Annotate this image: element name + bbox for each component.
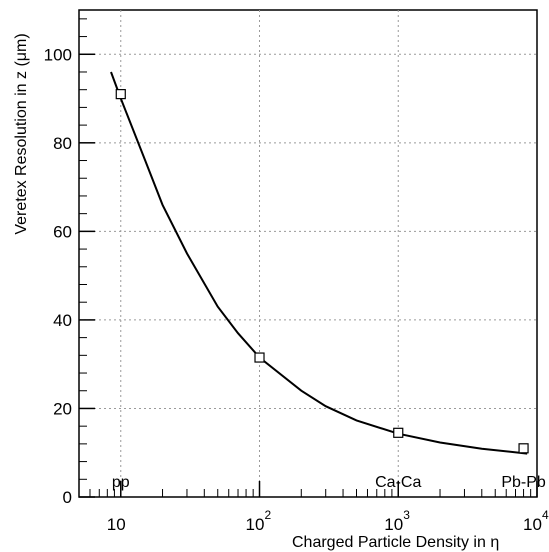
x-tick-labels: 10 10 2 10 3 10 4 (107, 508, 549, 534)
x-tick-base: 10 (384, 515, 403, 534)
y-tick-label: 0 (63, 488, 72, 507)
y-tick-label: 100 (44, 45, 72, 64)
collision-label: Pb-Pb (501, 474, 546, 491)
x-tick-label: 10 3 (384, 508, 410, 534)
y-tick-label: 40 (53, 311, 72, 330)
data-point (115, 89, 126, 100)
plot-frame (78, 9, 538, 498)
x-tick-label: 10 2 (246, 508, 272, 534)
x-axis-title: Charged Particle Density in η (292, 534, 499, 551)
x-tick-base: 10 (107, 515, 126, 534)
data-points (115, 89, 529, 454)
data-point (518, 443, 529, 454)
x-tick-exponent: 4 (542, 508, 549, 522)
data-point (254, 352, 265, 363)
y-axis-title: Veretex Resolution in z (μm) (13, 33, 30, 234)
grid (79, 10, 537, 497)
x-tick-exponent: 2 (265, 508, 272, 522)
x-tick-exponent: 3 (403, 508, 410, 522)
collision-annotations: pp Ca-Ca Pb-Pb (112, 474, 546, 491)
y-tick-label: 80 (53, 134, 72, 153)
y-tick-labels: 0 20 40 60 80 100 (44, 45, 72, 507)
axis-ticks (78, 18, 538, 498)
collision-label: Ca-Ca (375, 474, 421, 491)
x-tick-base: 10 (523, 515, 542, 534)
data-point (393, 427, 404, 438)
x-tick-label: 10 4 (523, 508, 549, 534)
fit-curve (110, 71, 528, 455)
collision-label: pp (112, 474, 130, 491)
x-tick-base: 10 (246, 515, 265, 534)
y-tick-label: 60 (53, 222, 72, 241)
x-tick-label: 10 (107, 515, 126, 534)
y-tick-label: 20 (53, 399, 72, 418)
